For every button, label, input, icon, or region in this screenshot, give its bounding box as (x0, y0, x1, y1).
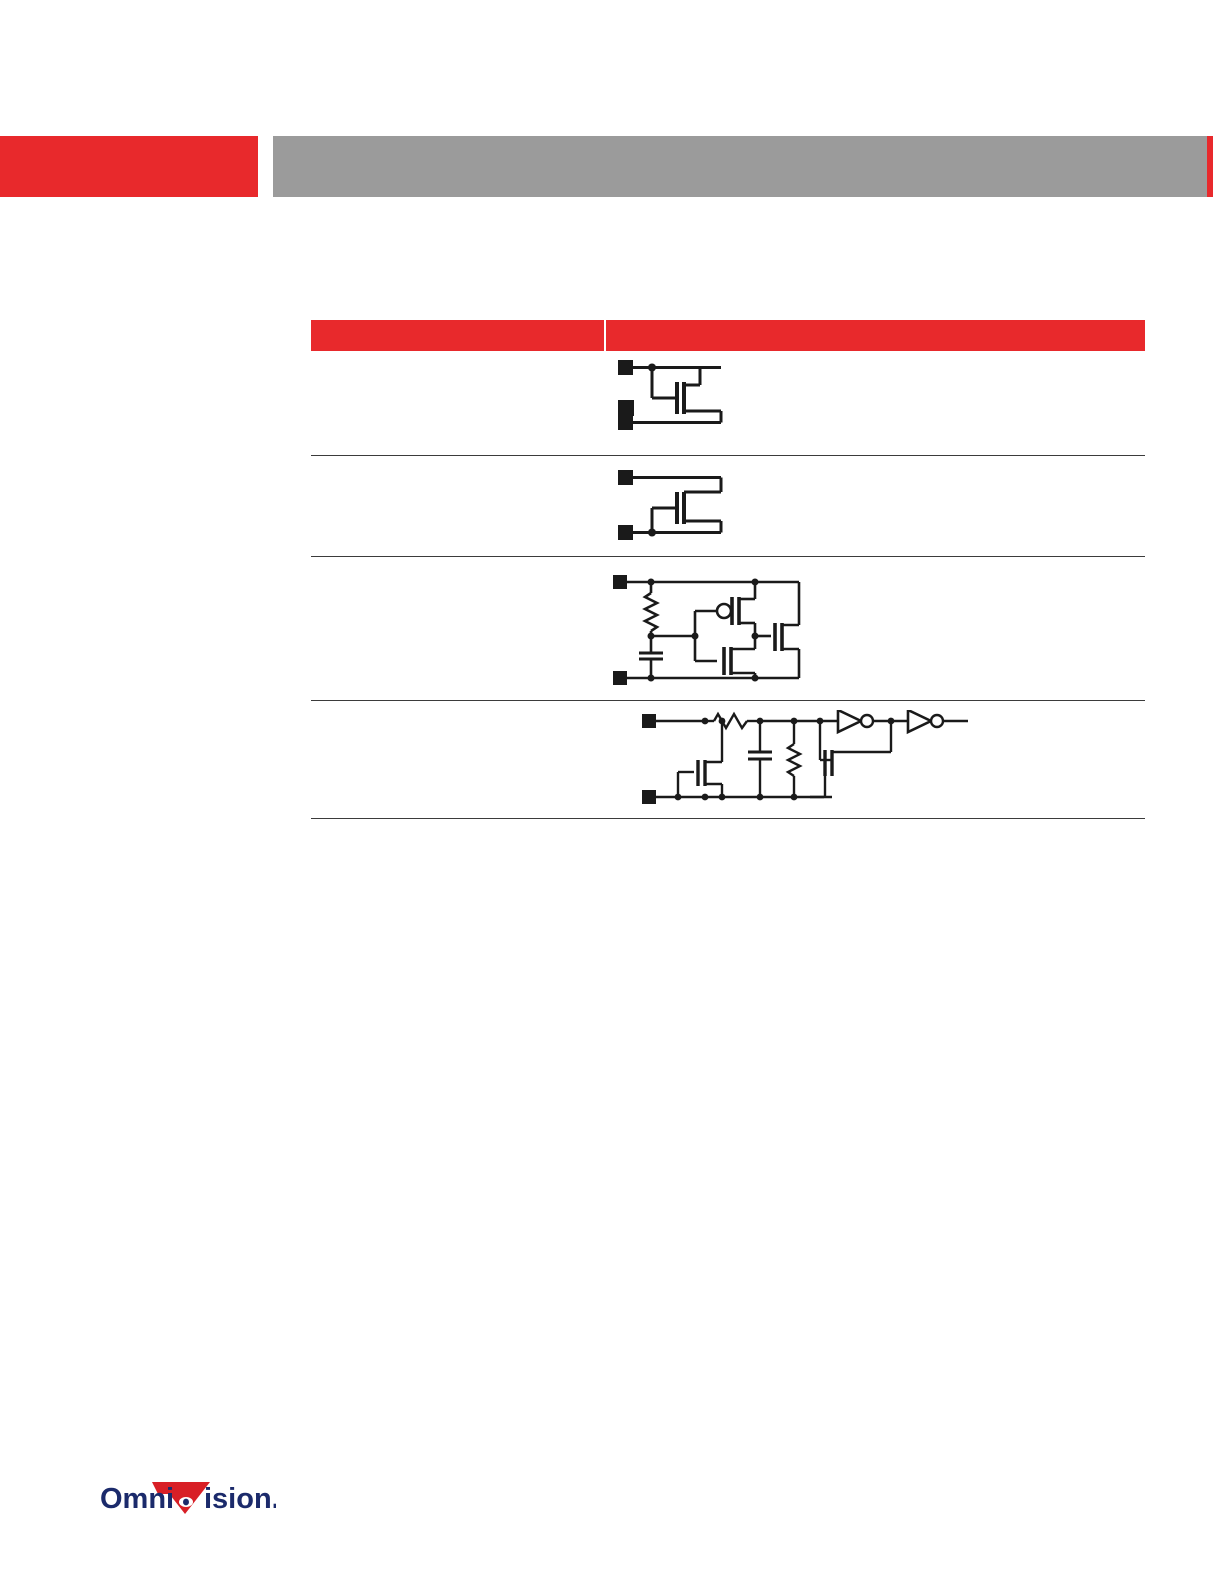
table-row (311, 557, 1145, 701)
circuit-nmos-gate-bottom (618, 470, 723, 540)
circuit-input-buffer (642, 710, 968, 804)
header-title-bar (273, 136, 1207, 197)
table-cell-pad-type (311, 351, 606, 455)
table-cell-equivalent-circuit (606, 701, 1145, 818)
table-header-row (311, 320, 1145, 351)
page-header (0, 136, 1225, 197)
header-edge-strip (1207, 136, 1213, 197)
omnivision-logo: Omni ision. (100, 1478, 280, 1518)
header-section-label (20, 136, 258, 197)
table-header-cell-equivalent-circuit (606, 320, 1145, 351)
table-cell-pad-type (311, 557, 606, 700)
table-cell-equivalent-circuit (606, 456, 1145, 556)
table-cell-equivalent-circuit (606, 557, 1145, 700)
circuit-rc-inverter-nmos (613, 575, 801, 685)
table-row (311, 701, 1145, 819)
pad-equivalent-circuit-table (311, 320, 1145, 819)
header-red-block (0, 136, 258, 197)
logo-text-left: Omni (100, 1483, 174, 1515)
table-row (311, 456, 1145, 557)
table-header-divider (604, 320, 606, 351)
table-header-cell-pad-type (311, 320, 604, 351)
omnivision-logo-svg: Omni ision. (100, 1482, 280, 1515)
logo-text-right: ision. (204, 1483, 276, 1515)
table-row (311, 351, 1145, 471)
circuit-nmos-gate-top (618, 360, 723, 430)
table-cell-pad-type (311, 701, 606, 818)
table-cell-pad-type (311, 456, 606, 556)
table-cell-equivalent-circuit (606, 351, 1145, 471)
